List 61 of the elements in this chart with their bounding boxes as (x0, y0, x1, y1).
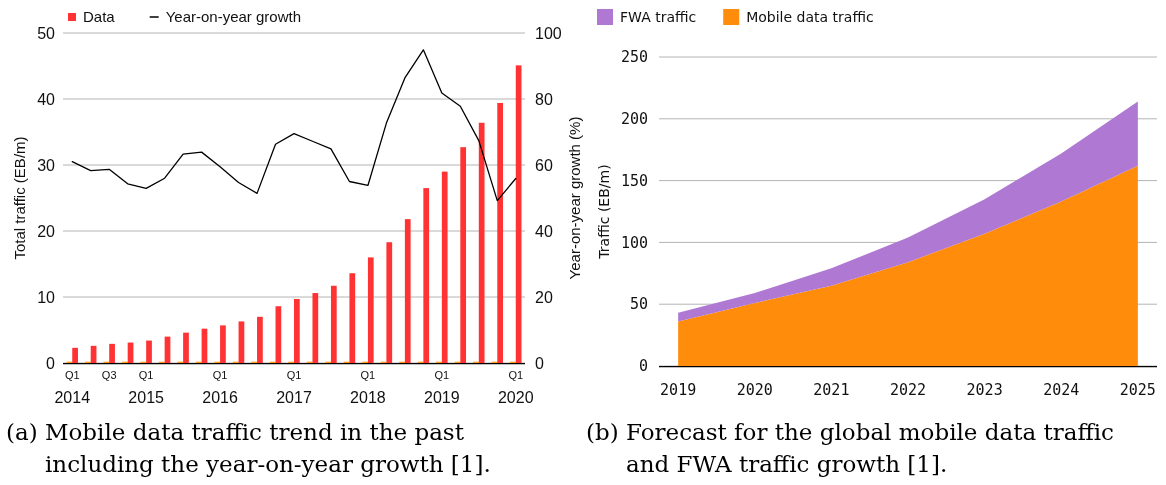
bar (386, 242, 393, 363)
y-tick-label: 30 (37, 156, 56, 174)
y2-tick-label: 20 (535, 288, 553, 306)
y-tick-label: 50 (629, 295, 648, 314)
legend-label: Mobile data traffic (746, 8, 874, 25)
legend-label: Data (83, 8, 116, 26)
bar (183, 332, 189, 363)
x-tick-label: Q1 2014 (54, 368, 91, 406)
bar (257, 316, 263, 363)
x-tick-label: 2023 (966, 381, 1003, 400)
y2-tick-label: 100 (535, 24, 562, 42)
y-tick-label: 40 (37, 90, 56, 108)
x-tick-label: 2021 (813, 381, 850, 400)
x-tick-label: Q1 2018 (350, 368, 386, 406)
bar (294, 298, 300, 363)
bar (330, 285, 337, 363)
y2-axis-title: Year-on-year growth (%) (566, 116, 584, 280)
line-series (71, 49, 517, 202)
y-tick-label: 0 (46, 354, 56, 372)
y2-tick-label: 60 (535, 156, 553, 174)
y-tick-label: 20 (37, 222, 56, 240)
bar (220, 325, 226, 363)
bar (441, 171, 448, 363)
x-tick-label: Q1 2019 (424, 368, 460, 406)
x-tick-label: Q1 2017 (276, 368, 312, 406)
x-tick-label: 2025 (1119, 381, 1156, 400)
bar (72, 347, 78, 363)
legend-label: Year-on-year growth (165, 8, 302, 26)
y-tick-label: 10 (37, 288, 56, 306)
x-tick-label: Q1 2015 (128, 368, 165, 406)
bar (109, 343, 115, 363)
y2-tick-label: 80 (535, 90, 553, 108)
x-tick-label: 2019 (660, 381, 697, 400)
y-tick-label: 150 (620, 171, 648, 190)
y-axis-title: Traffic (EB/m) (595, 164, 612, 260)
y-tick-label: 50 (37, 24, 56, 42)
legend-label: FWA traffic (620, 8, 697, 25)
y-axis-title: Total traffic (EB/m) (11, 136, 29, 260)
text: (a) Mobile data traffic trend in the past including the year-on-year growth [1]. (6, 419, 491, 477)
x-tick-label: 2022 (889, 381, 927, 400)
y2-tick-label: 0 (535, 354, 544, 372)
x-tick-label: Q1 2016 (202, 368, 238, 406)
bar (460, 147, 467, 363)
y-tick-label: 250 (620, 48, 648, 67)
bar (478, 122, 485, 363)
bar (404, 219, 411, 363)
x-tick-label: 2020 (736, 381, 773, 400)
bar (349, 273, 356, 363)
y2-tick-label: 40 (535, 222, 553, 240)
y-tick-label: 0 (638, 357, 648, 376)
y-tick-label: 100 (620, 233, 648, 252)
x-tick-label: Q1 2020 (497, 368, 534, 406)
bar (312, 293, 319, 363)
bar (367, 257, 374, 363)
bar (423, 188, 430, 363)
y-tick-label: 200 (620, 110, 648, 129)
bar (146, 340, 152, 363)
x-tick-label: 2024 (1043, 381, 1080, 400)
x-tick-label: Q3 (101, 368, 117, 381)
text: (b) Forecast for the global mobile data traffic and FWA traffic growth [1]. (586, 419, 1115, 477)
bar (497, 102, 504, 363)
